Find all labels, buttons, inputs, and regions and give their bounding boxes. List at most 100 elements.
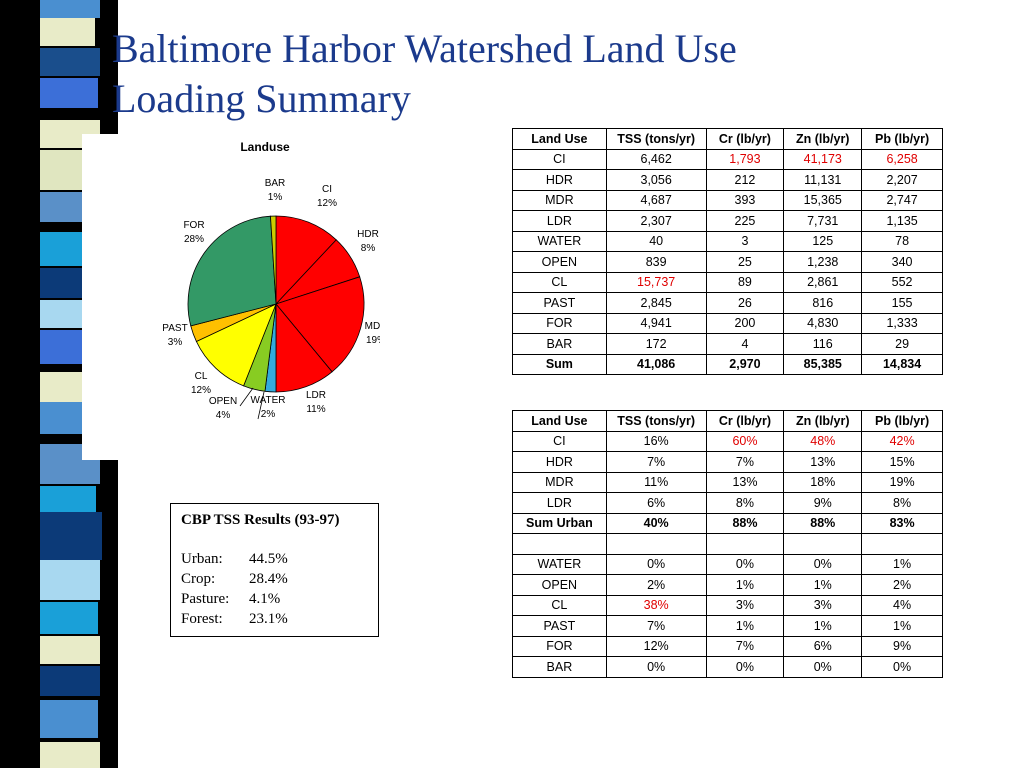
pie-percent-for: 28%	[184, 234, 204, 245]
loads-table-row: Sum 41,086 2,970 85,385 14,834	[512, 353, 943, 375]
percents-table-cell: 0%	[783, 656, 863, 678]
cbp-row-label: Crop:	[181, 571, 216, 587]
percents-table-cell: 48%	[783, 430, 863, 452]
loads-table-cell: 6,462	[605, 148, 707, 170]
percents-table-row: LDR 6% 8% 9% 8%	[512, 492, 943, 514]
strip-block	[40, 78, 98, 108]
pie-slice-mdr	[275, 276, 365, 373]
cbp-row-label: Forest:	[181, 611, 223, 627]
loads-table-cell: 172	[605, 333, 707, 355]
loads-table-cell: 41,086	[605, 353, 707, 375]
pie-label-ci: CI	[322, 184, 332, 195]
chart-title: Landuse	[240, 140, 290, 154]
loads-table-cell: 1,135	[861, 210, 943, 232]
percents-table-row: FOR 12% 7% 6% 9%	[512, 635, 943, 657]
percents-table-cell: 1%	[783, 615, 863, 637]
percents-table-cell: 7%	[605, 615, 707, 637]
loads-table-cell: BAR	[512, 333, 607, 355]
percents-table-cell: 11%	[605, 471, 707, 493]
loads-table-cell: 26	[705, 292, 785, 314]
slide-title-line2: Loading Summary	[112, 76, 411, 121]
strip-block	[40, 560, 100, 600]
percents-table-cell: FOR	[512, 635, 607, 657]
percents-table-row: OPEN 2% 1% 1% 2%	[512, 574, 943, 596]
cbp-rows: Urban: 44.5% Crop: 28.4% Pasture: 4.1% Forest:…	[181, 549, 368, 629]
pie-slice-cl	[195, 303, 277, 387]
percents-table-cell: BAR	[512, 656, 607, 678]
percents-table-cell: 7%	[605, 451, 707, 473]
percents-table-row: CI 16% 60% 48% 42%	[512, 430, 943, 452]
percents-table-body: CI 16% 60% 48% 42% HDR 7% 7% 13% 15% MDR 11% 13% 18% 1…	[512, 430, 943, 678]
percents-table-cell: 8%	[861, 492, 943, 514]
loads-table-cell: 29	[861, 333, 943, 355]
loads-table-cell: 2,307	[605, 210, 707, 232]
percents-table-cell: 1%	[861, 553, 943, 575]
loads-table-row: LDR 2,307 225 7,731 1,135	[512, 210, 943, 232]
percents-table-cell	[705, 533, 785, 555]
cbp-row: Crop: 28.4%	[181, 569, 368, 589]
cbp-row-label: Pasture:	[181, 591, 230, 607]
percents-table-cell: 3%	[783, 594, 863, 616]
pie-percent-mdr: 19%	[366, 335, 380, 346]
loads-table-cell: 1,793	[705, 148, 785, 170]
loads-table-cell: OPEN	[512, 251, 607, 273]
percents-table-cell: CL	[512, 594, 607, 616]
percents-table-cell: 4%	[861, 594, 943, 616]
loads-table-cell: 2,861	[783, 271, 863, 293]
loads-table-cell: 25	[705, 251, 785, 273]
pie-label-bar: BAR	[265, 178, 286, 189]
loads-table-cell: 89	[705, 271, 785, 293]
cbp-row: Urban: 44.5%	[181, 549, 368, 569]
percents-table-cell: 0%	[861, 656, 943, 678]
percents-table-cell	[512, 533, 607, 555]
loads-table-cell: 6,258	[861, 148, 943, 170]
percents-table-cell: 3%	[705, 594, 785, 616]
percents-table-cell: 42%	[861, 430, 943, 452]
loads-table-cell: 15,737	[605, 271, 707, 293]
loads-table-cell: 11,131	[783, 169, 863, 191]
pie-label-for: FOR	[183, 220, 204, 231]
loads-table-row: BAR 172 4 116 29	[512, 333, 943, 355]
cbp-row-value: 23.1%	[249, 611, 288, 627]
loads-table-cell: 15,365	[783, 189, 863, 211]
percents-table-row: BAR 0% 0% 0% 0%	[512, 656, 943, 678]
cbp-row: Pasture: 4.1%	[181, 589, 368, 609]
loads-table-cell: 85,385	[783, 353, 863, 375]
percents-table-cell: 40%	[605, 512, 707, 534]
loads-table-header-cell: TSS (tons/yr)	[605, 128, 707, 150]
percents-table-cell: 1%	[861, 615, 943, 637]
loads-table-cell: 2,207	[861, 169, 943, 191]
pie-slice-bar	[270, 215, 277, 305]
percents-table-cell: 8%	[705, 492, 785, 514]
loads-table-row: CL 15,737 89 2,861 552	[512, 271, 943, 293]
loads-table-cell: 4,687	[605, 189, 707, 211]
strip-block	[40, 636, 100, 664]
strip-block	[40, 666, 100, 696]
loads-table-cell: 2,845	[605, 292, 707, 314]
percents-table-cell: 12%	[605, 635, 707, 657]
percents-table-header-cell: Zn (lb/yr)	[783, 410, 863, 432]
strip-block	[40, 742, 100, 768]
loads-table-cell: WATER	[512, 230, 607, 252]
cbp-title: CBP TSS Results (93-97)	[181, 512, 340, 528]
loads-table-cell: 78	[861, 230, 943, 252]
percents-table-cell: OPEN	[512, 574, 607, 596]
pie-chart: Landuse CI 12% HDR 8% MDR 19% LDR 11% WATER 2% OPE…	[162, 140, 380, 421]
percents-table-cell: 2%	[605, 574, 707, 596]
pie-slices	[187, 215, 365, 393]
percents-table-cell: 88%	[705, 512, 785, 534]
loads-table-cell: PAST	[512, 292, 607, 314]
percents-table-cell: 16%	[605, 430, 707, 452]
loads-table-cell: 4,830	[783, 312, 863, 334]
loads-table-cell: 2,747	[861, 189, 943, 211]
loads-table-cell: 1,238	[783, 251, 863, 273]
percents-table-cell: 1%	[705, 615, 785, 637]
loads-table-header: Land Use TSS (tons/yr) Cr (lb/yr) Zn (lb/yr…	[512, 128, 943, 150]
percents-table-cell: 88%	[783, 512, 863, 534]
percents-table-cell: 0%	[705, 656, 785, 678]
percents-table-header-cell: TSS (tons/yr)	[605, 410, 707, 432]
loads-table-cell: 212	[705, 169, 785, 191]
pie-slice-ci	[275, 215, 337, 306]
loads-table-cell: 116	[783, 333, 863, 355]
loads-table-cell: Sum	[512, 353, 607, 375]
